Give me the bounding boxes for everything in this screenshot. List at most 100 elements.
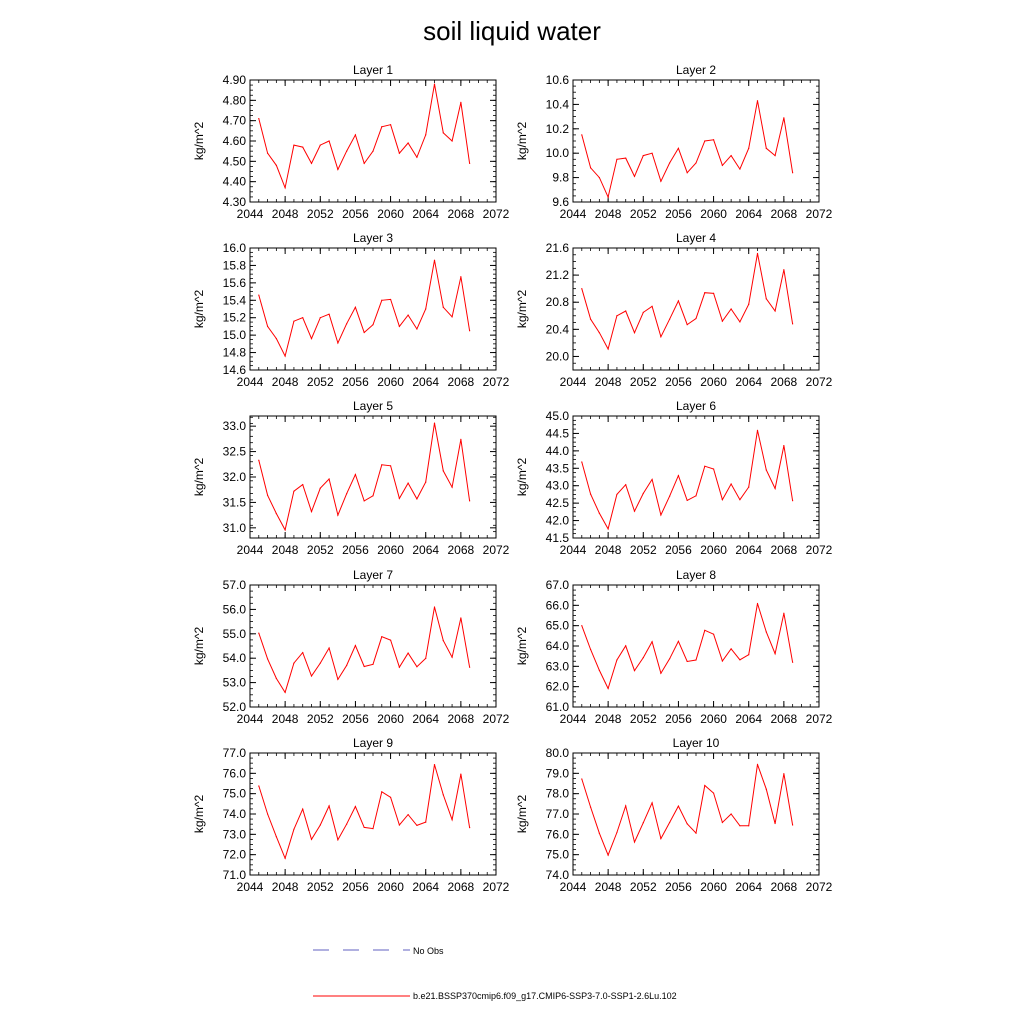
data-point — [581, 288, 583, 290]
data-point — [704, 629, 706, 631]
data-point — [284, 857, 286, 859]
data-point — [686, 823, 688, 825]
x-tick-label: 2048 — [272, 880, 299, 894]
series-line — [258, 84, 471, 190]
data-point — [748, 654, 750, 656]
y-axis-label: kg/m^2 — [515, 290, 529, 329]
data-point — [712, 468, 715, 470]
data-point — [677, 147, 680, 149]
panel-title: Layer 5 — [353, 399, 393, 413]
data-point — [275, 677, 277, 680]
data-point — [328, 140, 330, 142]
data-point — [712, 292, 715, 295]
data-point — [581, 134, 583, 136]
x-tick-label: 2044 — [237, 375, 264, 389]
data-point — [651, 152, 653, 154]
data-point — [407, 314, 409, 316]
data-point — [328, 478, 330, 480]
data-point — [669, 318, 671, 320]
data-point — [389, 465, 392, 467]
data-point — [416, 498, 418, 500]
x-tick-label: 2044 — [237, 880, 264, 894]
series-line — [258, 423, 471, 532]
y-tick-label: 4.90 — [223, 73, 247, 87]
data-point — [433, 83, 436, 85]
y-tick-label: 77.0 — [546, 807, 570, 821]
panel-layer-1: Layer 1 kg/m^2 2044 2048 2052 2056 2060 2064 206… — [192, 63, 510, 221]
data-point — [284, 355, 286, 357]
y-tick-label: 33.0 — [223, 419, 247, 433]
x-tick-label: 2056 — [665, 207, 692, 221]
x-tick-label: 2072 — [806, 207, 833, 221]
data-point — [346, 493, 348, 495]
x-tick-label: 2052 — [307, 543, 334, 557]
data-point — [416, 666, 418, 668]
y-tick-label: 76.0 — [223, 766, 247, 780]
data-point — [372, 828, 374, 830]
y-tick-label: 44.5 — [546, 426, 570, 440]
y-tick-label: 4.80 — [223, 93, 247, 107]
y-tick-label: 4.60 — [223, 134, 247, 148]
x-tick-label: 2064 — [412, 543, 439, 557]
x-tick-label: 2068 — [448, 375, 475, 389]
y-tick-label: 14.8 — [223, 346, 247, 360]
x-tick-label: 2052 — [630, 543, 657, 557]
panel-layer-8: Layer 8 kg/m^2 2044 2048 2052 2056 2060 2064 206… — [515, 568, 833, 726]
panel-layer-6: Layer 6 kg/m^2 2044 2048 2052 2056 2060 2064 206… — [515, 399, 833, 557]
y-tick-label: 43.5 — [546, 461, 570, 475]
x-tick-label: 2048 — [272, 543, 299, 557]
x-tick-label: 2056 — [665, 375, 692, 389]
y-tick-label: 32.5 — [223, 445, 247, 459]
y-tick-label: 43.0 — [546, 479, 570, 493]
data-point — [328, 647, 330, 649]
y-tick-label: 10.4 — [546, 97, 570, 111]
y-tick-label: 15.2 — [223, 311, 247, 325]
data-point — [748, 147, 750, 149]
data-point — [783, 269, 785, 271]
panel-title: Layer 2 — [676, 63, 716, 77]
data-point — [354, 306, 357, 308]
data-point — [381, 636, 383, 638]
data-point — [677, 640, 680, 642]
data-point — [783, 773, 785, 775]
plot-frame — [572, 584, 820, 708]
x-tick-label: 2060 — [700, 207, 727, 221]
plot-frame — [249, 584, 497, 708]
y-tick-label: 4.40 — [223, 175, 247, 189]
x-tick-label: 2052 — [630, 880, 657, 894]
data-point — [302, 808, 304, 810]
data-point — [337, 839, 339, 841]
x-tick-label: 2072 — [806, 375, 833, 389]
data-point — [783, 117, 785, 119]
data-point — [660, 336, 662, 338]
y-tick-label: 9.6 — [552, 195, 569, 209]
series-line — [581, 764, 794, 857]
x-tick-label: 2060 — [377, 880, 404, 894]
plot-frame — [572, 247, 820, 371]
x-tick-label: 2060 — [700, 543, 727, 557]
data-point — [774, 155, 776, 157]
data-point — [372, 663, 374, 665]
y-tick-label: 10.2 — [546, 122, 570, 136]
y-tick-label: 4.50 — [223, 154, 247, 168]
y-tick-label: 52.0 — [223, 700, 247, 714]
data-point — [792, 661, 794, 663]
x-tick-label: 2048 — [272, 207, 299, 221]
panel-layer-10: Layer 10 kg/m^2 2044 2048 2052 2056 2060 2064 20… — [515, 736, 833, 894]
x-tick-label: 2068 — [771, 543, 798, 557]
x-tick-label: 2044 — [237, 207, 264, 221]
data-point — [425, 657, 427, 660]
y-axis-label: kg/m^2 — [192, 122, 206, 161]
data-point — [460, 773, 462, 775]
data-point — [783, 445, 785, 447]
x-tick-label: 2064 — [735, 543, 762, 557]
data-point — [712, 139, 715, 141]
data-point — [302, 317, 304, 319]
data-point — [363, 162, 365, 164]
data-point — [748, 486, 750, 488]
y-tick-label: 42.0 — [546, 514, 570, 528]
x-tick-label: 2072 — [483, 880, 510, 894]
data-point — [389, 796, 392, 798]
data-point — [642, 311, 644, 313]
data-point — [258, 632, 260, 634]
